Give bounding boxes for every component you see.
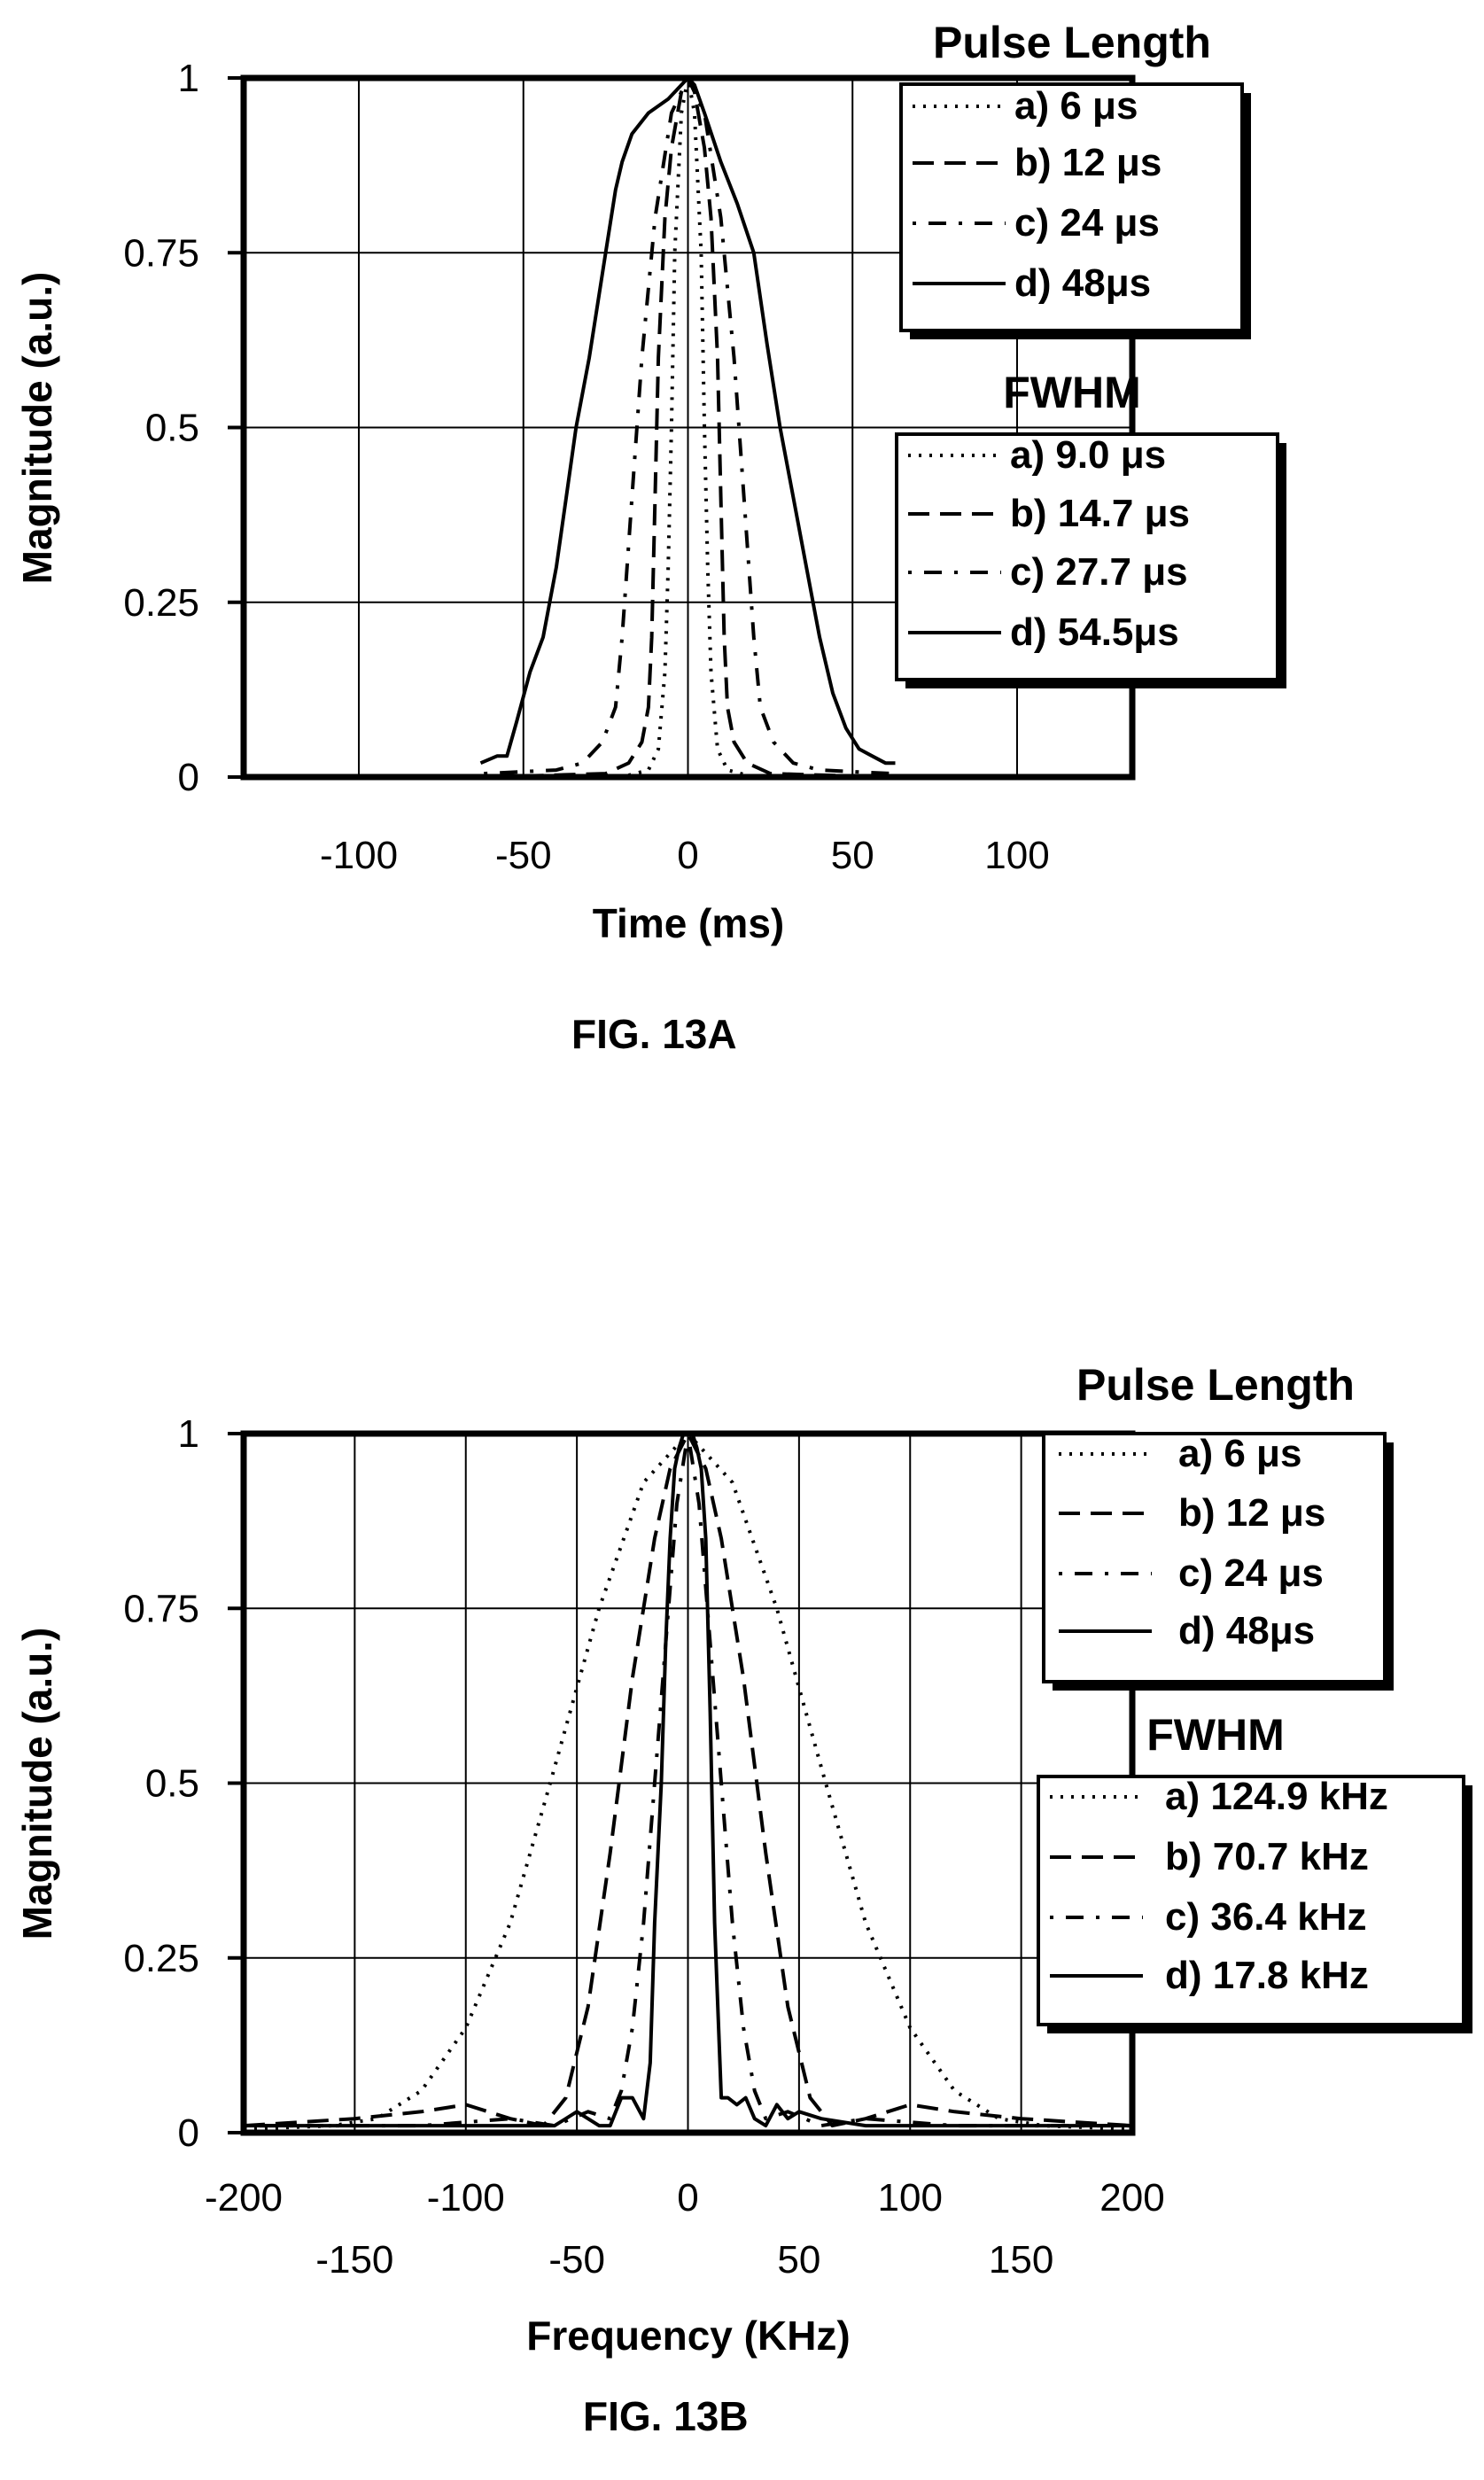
legend-entry: a) 6 μs — [1178, 1432, 1301, 1475]
legend-title: FWHM — [1146, 1710, 1285, 1760]
y-axis-title: Magnitude (a.u.) — [14, 272, 60, 585]
legend-entry: c) 24 μs — [1178, 1551, 1324, 1595]
legend-entry: a) 124.9 kHz — [1165, 1775, 1388, 1818]
legend-entry: b) 12 μs — [1014, 141, 1162, 184]
legend-entry: b) 14.7 μs — [1010, 492, 1190, 535]
legend-box — [1042, 1432, 1387, 1683]
legend-entry: d) 48μs — [1178, 1609, 1315, 1652]
x-tick-label: 50 — [777, 2238, 820, 2282]
legend-box — [895, 432, 1279, 681]
x-tick-label: 50 — [831, 834, 874, 877]
x-tick-label: -200 — [205, 2176, 283, 2220]
x-tick-label: 150 — [989, 2238, 1053, 2282]
legend-entry: a) 9.0 μs — [1010, 433, 1166, 477]
x-axis-title: Time (ms) — [593, 900, 784, 946]
legend-entry: d) 54.5μs — [1010, 610, 1179, 654]
y-tick-label: 0.75 — [123, 231, 199, 275]
x-tick-label: -100 — [427, 2176, 505, 2220]
x-tick-label: 0 — [677, 834, 698, 877]
y-tick-label: 0.25 — [123, 581, 199, 625]
series-line-dotted — [490, 76, 886, 779]
series-line-dashed — [243, 1432, 1133, 2128]
y-tick-label: 0 — [178, 756, 199, 799]
legend-entry: d) 48μs — [1014, 261, 1151, 305]
y-tick-label: 0.75 — [123, 1587, 199, 1630]
legend-entry: d) 17.8 kHz — [1165, 1954, 1369, 1997]
x-axis-title: Frequency (KHz) — [526, 2313, 850, 2359]
x-tick-label: 0 — [677, 2176, 698, 2220]
legend-title: Pulse Length — [1076, 1360, 1355, 1410]
y-tick-label: 0.5 — [145, 407, 199, 450]
legend-title: Pulse Length — [933, 18, 1211, 67]
series-line-solid — [244, 1432, 1132, 2128]
legend-entry: c) 36.4 kHz — [1165, 1895, 1366, 1939]
legend-title: FWHM — [1003, 368, 1141, 417]
x-tick-label: -100 — [320, 834, 398, 877]
legend-entry: a) 6 μs — [1014, 84, 1138, 128]
x-tick-label: 100 — [878, 2176, 943, 2220]
y-tick-label: 0.25 — [123, 1937, 199, 1980]
figure-caption-13b: FIG. 13B — [583, 2393, 749, 2439]
figure-caption-13a: FIG. 13A — [571, 1011, 737, 1057]
x-tick-label: 200 — [1099, 2176, 1164, 2220]
legend-box — [899, 82, 1244, 332]
x-tick-label: -50 — [548, 2238, 605, 2282]
legend-entry: b) 70.7 kHz — [1165, 1835, 1369, 1878]
x-tick-label: -150 — [315, 2238, 393, 2282]
y-tick-label: 1 — [178, 57, 199, 100]
legend-entry: c) 27.7 μs — [1010, 550, 1188, 594]
series-line-solid — [479, 76, 896, 766]
y-tick-label: 0.5 — [145, 1762, 199, 1806]
x-tick-label: 100 — [984, 834, 1049, 877]
legend-box — [1037, 1775, 1465, 2026]
y-tick-label: 0 — [178, 2111, 199, 2155]
chart-fig-13a: 0 0.25 0.5 0.75 1 -100 -50 0 50 100 Time (ms) Magni… — [14, 18, 1286, 946]
y-axis-title: Magnitude (a.u.) — [14, 1628, 60, 1940]
legend-entry: c) 24 μs — [1014, 201, 1160, 245]
legend-entry: b) 12 μs — [1178, 1491, 1325, 1535]
x-tick-label: -50 — [495, 834, 552, 877]
y-tick-label: 1 — [178, 1412, 199, 1456]
chart-fig-13b: 0 0.25 0.5 0.75 1 -200 -100 0 100 200 -150 -50 50 150… — [14, 1360, 1472, 2359]
